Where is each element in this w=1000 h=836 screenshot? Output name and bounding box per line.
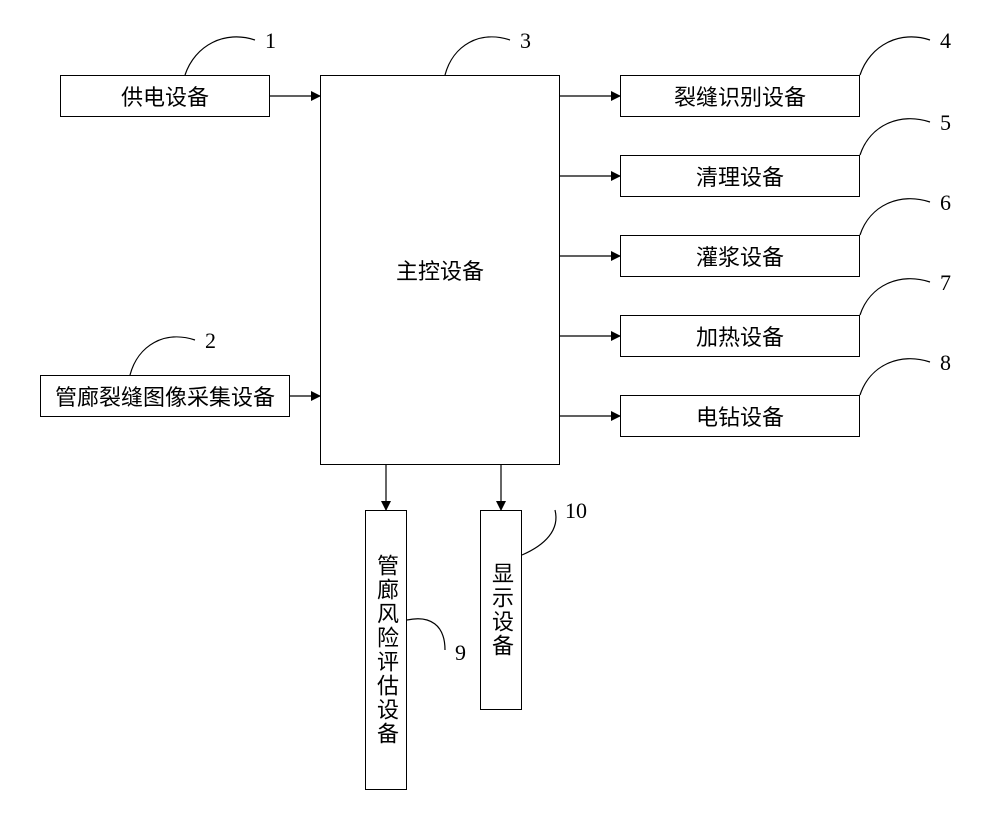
ref-number-2: 2: [205, 328, 216, 354]
node-image-capture: 管廊裂缝图像采集设备: [40, 375, 290, 417]
node-risk-assessment: 管廊风险评估设备: [365, 510, 407, 790]
ref-number-9: 9: [455, 640, 466, 666]
node-display: 显示设备: [480, 510, 522, 710]
node-label: 主控设备: [396, 254, 484, 286]
node-label: 供电设备: [121, 80, 209, 112]
node-label: 电钻设备: [696, 400, 784, 432]
node-label: 管廊裂缝图像采集设备: [55, 380, 275, 412]
node-cleaning: 清理设备: [620, 155, 860, 197]
node-heating: 加热设备: [620, 315, 860, 357]
node-label: 加热设备: [696, 320, 784, 352]
ref-number-8: 8: [940, 350, 951, 376]
ref-number-10: 10: [565, 498, 587, 524]
ref-number-1: 1: [265, 28, 276, 54]
ref-number-5: 5: [940, 110, 951, 136]
ref-number-6: 6: [940, 190, 951, 216]
ref-number-4: 4: [940, 28, 951, 54]
node-label: 清理设备: [696, 160, 784, 192]
node-crack-recognition: 裂缝识别设备: [620, 75, 860, 117]
node-label: 管廊风险评估设备: [370, 554, 402, 746]
node-label: 裂缝识别设备: [674, 80, 806, 112]
ref-number-3: 3: [520, 28, 531, 54]
node-main-control: 主控设备: [320, 75, 560, 465]
node-label: 显示设备: [485, 562, 517, 658]
node-power-supply: 供电设备: [60, 75, 270, 117]
node-drill: 电钻设备: [620, 395, 860, 437]
node-grouting: 灌浆设备: [620, 235, 860, 277]
ref-number-7: 7: [940, 270, 951, 296]
node-label: 灌浆设备: [696, 240, 784, 272]
